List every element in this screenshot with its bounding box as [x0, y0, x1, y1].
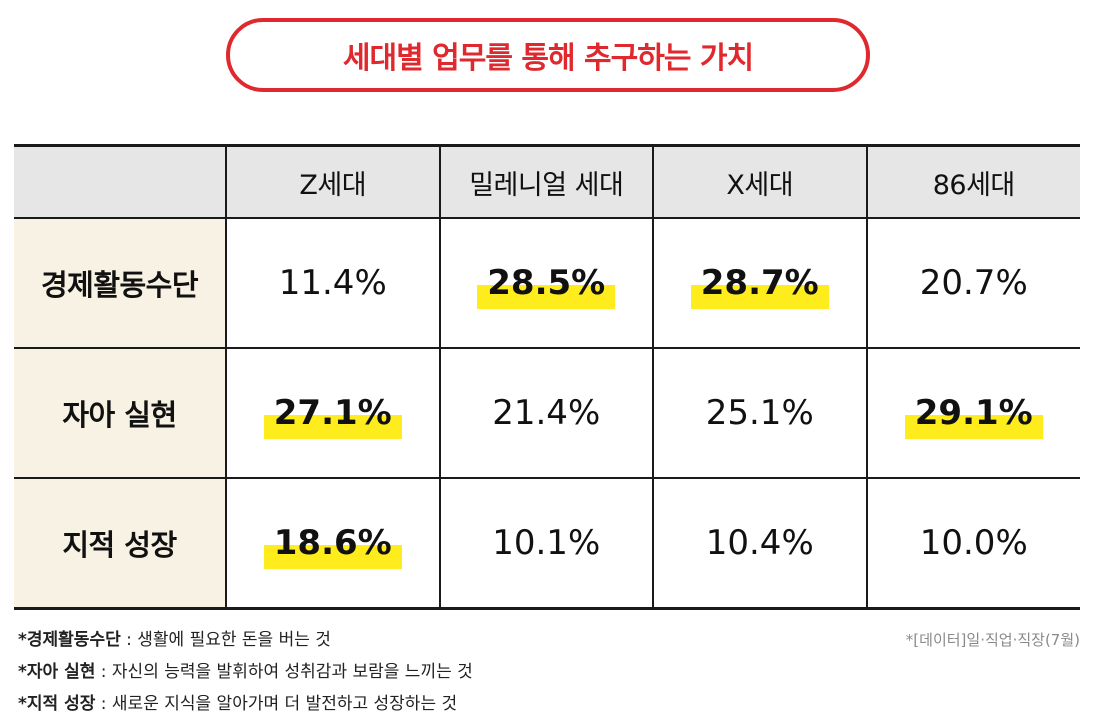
table-cell: 10.4%	[652, 478, 868, 610]
table-row: 경제활동수단 11.4% 28.5% 28.7% 20.7%	[14, 218, 1080, 349]
data-table: Z세대 밀레니얼 세대 X세대 86세대 경제활동수단 11.4% 28.5% 28.…	[14, 144, 1080, 610]
footnote-term: *지적 성장	[18, 694, 96, 714]
table-cell: 11.4%	[225, 218, 441, 349]
table-cell: 10.0%	[865, 478, 1080, 610]
table-header-row: Z세대 밀레니얼 세대 X세대 86세대	[14, 144, 1080, 219]
row-header: 경제활동수단	[14, 218, 227, 349]
table-cell: 21.4%	[438, 348, 654, 479]
cell-value: 21.4%	[492, 393, 601, 433]
table-row: 지적 성장 18.6% 10.1% 10.4% 10.0%	[14, 478, 1080, 610]
cell-value: 11.4%	[278, 263, 387, 303]
chart-title: 세대별 업무를 통해 추구하는 가치	[342, 41, 754, 76]
footnote: *지적 성장 : 새로운 지식을 알아가며 더 발전하고 성장하는 것	[18, 688, 473, 720]
header-corner-cell	[14, 144, 227, 219]
column-header: Z세대	[225, 144, 441, 219]
footnote-text: : 자신의 능력을 발휘하여 성취감과 보람을 느끼는 것	[95, 662, 473, 682]
footnote-term: *자아 실현	[18, 662, 96, 682]
table-cell: 10.1%	[438, 478, 654, 610]
row-header: 지적 성장	[14, 478, 227, 610]
footnote-text: : 새로운 지식을 알아가며 더 발전하고 성장하는 것	[95, 694, 458, 714]
column-header: 86세대	[865, 144, 1080, 219]
chart-title-pill: 세대별 업무를 통해 추구하는 가치	[226, 18, 870, 92]
table-row: 자아 실현 27.1% 21.4% 25.1% 29.1%	[14, 348, 1080, 479]
cell-value: 10.0%	[919, 523, 1028, 563]
highlighted-value: 28.5%	[477, 263, 616, 309]
highlighted-value: 18.6%	[263, 523, 402, 569]
source-note: *[데이터]일·직업·직장(7월)	[905, 631, 1080, 649]
cell-value: 25.1%	[705, 393, 814, 433]
column-header: X세대	[652, 144, 868, 219]
footnotes: *경제활동수단 : 생활에 필요한 돈을 버는 것 *자아 실현 : 자신의 능…	[18, 624, 473, 720]
cell-value: 10.1%	[492, 523, 601, 563]
row-header: 자아 실현	[14, 348, 227, 479]
footnote: *자아 실현 : 자신의 능력을 발휘하여 성취감과 보람을 느끼는 것	[18, 656, 473, 688]
highlighted-value: 27.1%	[263, 393, 402, 439]
table-cell: 28.5%	[438, 218, 654, 349]
highlighted-value: 28.7%	[690, 263, 829, 309]
table-cell: 29.1%	[865, 348, 1080, 479]
table-cell: 27.1%	[225, 348, 441, 479]
table-cell: 28.7%	[652, 218, 868, 349]
cell-value: 10.4%	[705, 523, 814, 563]
table-cell: 25.1%	[652, 348, 868, 479]
cell-value: 20.7%	[919, 263, 1028, 303]
table-cell: 18.6%	[225, 478, 441, 610]
column-header: 밀레니얼 세대	[438, 144, 654, 219]
table-cell: 20.7%	[865, 218, 1080, 349]
highlighted-value: 29.1%	[904, 393, 1043, 439]
footnote-term: *경제활동수단	[18, 630, 121, 650]
footnote: *경제활동수단 : 생활에 필요한 돈을 버는 것	[18, 624, 473, 656]
footnote-text: : 생활에 필요한 돈을 버는 것	[120, 630, 331, 650]
